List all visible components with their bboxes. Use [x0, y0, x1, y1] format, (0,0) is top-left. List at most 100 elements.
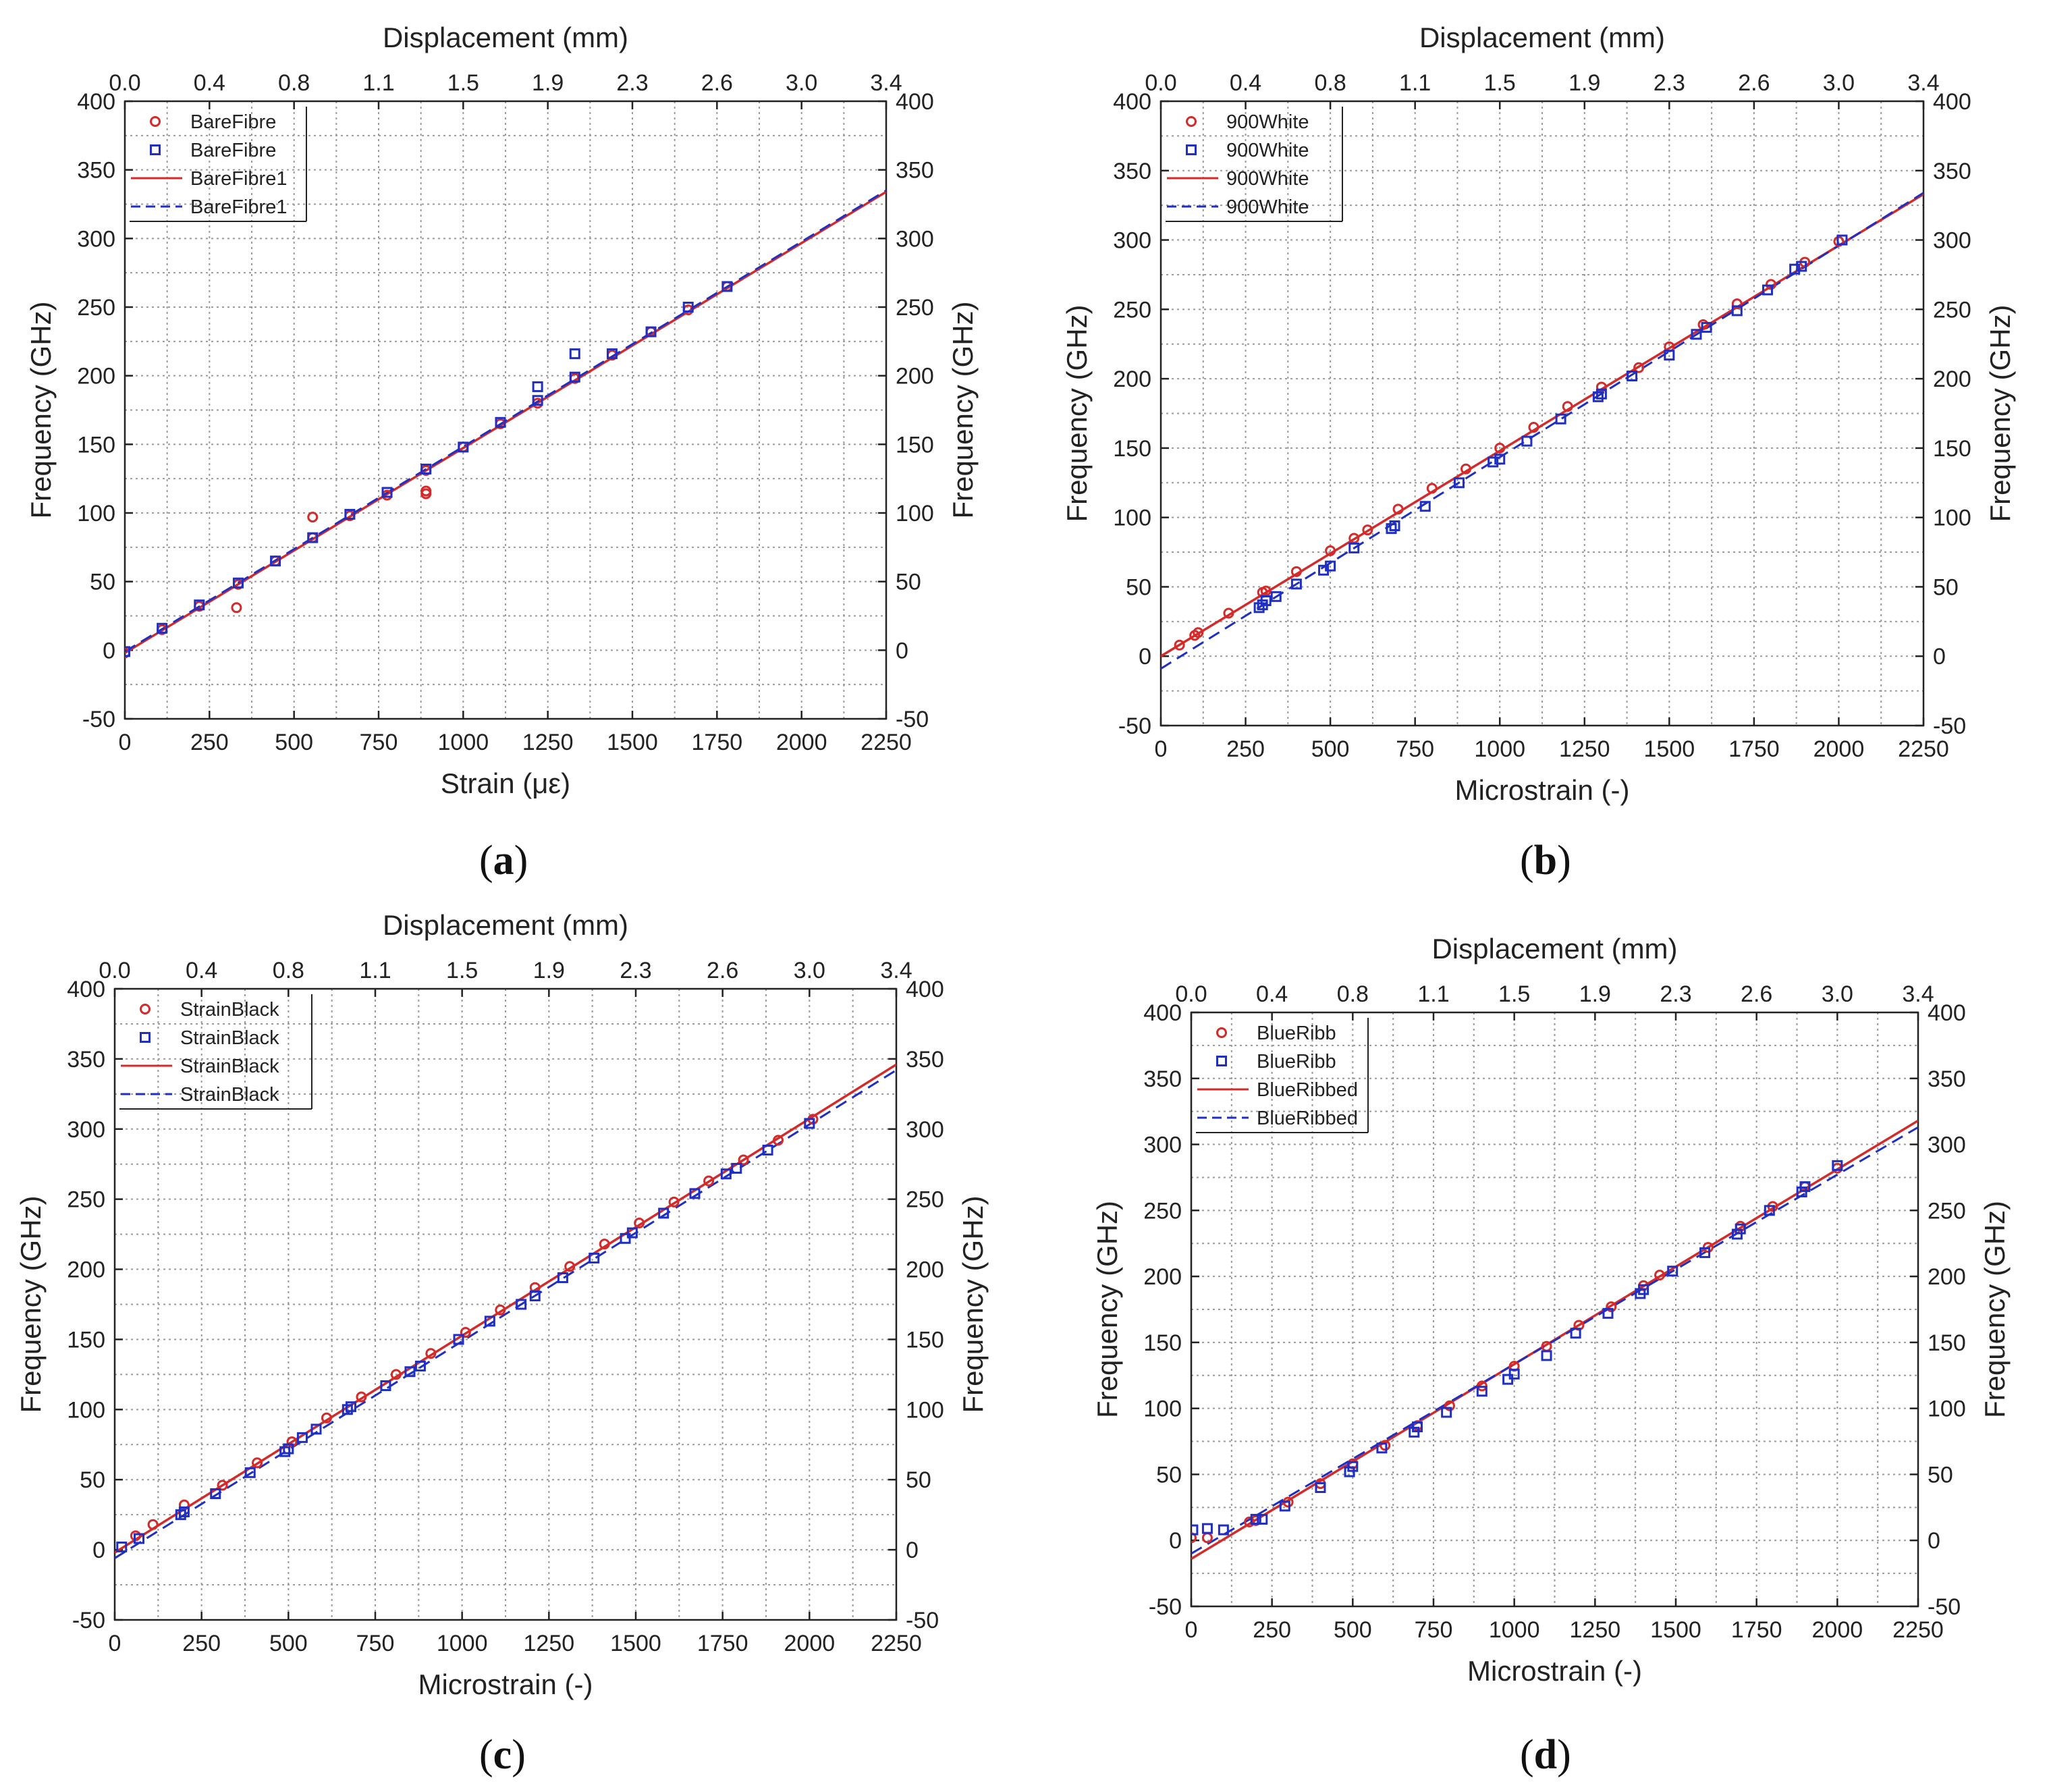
data-point-square: [1441, 1407, 1452, 1418]
series-group: [1161, 192, 1923, 670]
y2-tick-label: 0: [1928, 1528, 1940, 1554]
data-point-square: [458, 441, 469, 453]
x-tick-label: 1250: [524, 1631, 575, 1656]
legend-symbol-circle: [1186, 116, 1197, 127]
y2-tick-label: 250: [906, 1187, 944, 1213]
x-tick-label: 1000: [438, 730, 489, 755]
data-point-circle: [147, 1519, 159, 1530]
y-tick-label: 0: [1169, 1528, 1182, 1554]
data-point-square: [1731, 305, 1743, 317]
x-tick-label: 1500: [1644, 736, 1695, 762]
legend-label: 900White: [1226, 196, 1309, 218]
y-tick-label: 400: [1143, 1000, 1182, 1026]
y-tick-label: 150: [67, 1327, 105, 1353]
legend-symbol-square: [1216, 1056, 1227, 1066]
data-point-circle: [1444, 1400, 1455, 1411]
data-point-square: [532, 381, 543, 392]
top-tick-label: 3.0: [1823, 70, 1855, 96]
data-point-square: [682, 302, 694, 313]
top-tick-label: 2.3: [1654, 70, 1685, 96]
data-point-square: [1376, 1442, 1388, 1454]
top-axis-title: Displacement (mm): [1419, 22, 1665, 53]
y2-tick-label: 0: [906, 1538, 919, 1563]
top-tick-label: 1.5: [447, 70, 479, 96]
legend-label: BlueRibbed: [1257, 1079, 1358, 1101]
top-tick-label: 2.6: [1741, 981, 1772, 1007]
y-tick-label: 400: [67, 977, 105, 1002]
plot-frame: [113, 987, 898, 1621]
data-point-square: [1260, 595, 1272, 606]
x-tick-label: 750: [356, 1631, 395, 1656]
x-tick-label: 2250: [1898, 736, 1949, 762]
top-axis: 0.0 0.4 0.8 1.1 1.5 1.9 2.3 2.6 3.0 3.4 Displaceme…: [99, 909, 912, 997]
data-point-circle: [321, 1412, 332, 1423]
top-tick-label: 0.8: [1337, 981, 1369, 1007]
legend: BlueRibb BlueRibb BlueRibbed BlueRibbed: [1196, 1018, 1369, 1133]
top-tick-label: 0.0: [1145, 70, 1176, 96]
data-point-square: [529, 1291, 541, 1302]
legend-label: BlueRibb: [1257, 1023, 1336, 1044]
data-point-square: [1735, 1223, 1746, 1234]
x-tick-label: 0: [119, 730, 132, 755]
x-tick-label: 500: [269, 1631, 308, 1656]
panel-label-d: (d): [1520, 1732, 1571, 1778]
top-tick-label: 0.4: [194, 70, 225, 96]
data-point-circle: [231, 602, 242, 614]
data-point-square: [1279, 1500, 1290, 1512]
data-point-square: [589, 1252, 600, 1264]
series-group: [115, 1063, 896, 1559]
y2-tick-label: 350: [896, 158, 934, 184]
data-point-circle: [1191, 1532, 1197, 1544]
y-tick-label: 150: [77, 432, 115, 458]
data-point-square: [1796, 261, 1807, 272]
y2-tick-label: 50: [1933, 574, 1959, 600]
data-point-square: [1541, 1350, 1552, 1361]
data-point-circle: [634, 1217, 645, 1228]
top-tick-label: 2.3: [1660, 981, 1691, 1007]
data-point-square: [1476, 1386, 1488, 1397]
top-tick-label: 1.9: [1579, 981, 1611, 1007]
y-tick-label: 350: [67, 1047, 105, 1073]
x-tick-label: 1750: [1728, 736, 1780, 762]
panel-label-c: (c): [479, 1732, 526, 1778]
x-tick-label: 2250: [1892, 1617, 1944, 1643]
data-point-square: [484, 1315, 495, 1327]
data-point-square: [1832, 1160, 1843, 1171]
data-point-circle: [1174, 639, 1185, 651]
top-tick-label: 2.6: [1738, 70, 1770, 96]
y-tick-label: 150: [1113, 436, 1151, 462]
top-tick-label: 3.4: [1907, 70, 1939, 96]
data-point-circle: [1380, 1440, 1391, 1451]
y2-tick-label: 300: [896, 226, 934, 252]
y2-tick-label: 400: [1933, 89, 1971, 115]
y2-tick-label: 250: [896, 295, 934, 321]
x-tick-label: 750: [360, 730, 398, 755]
data-point-square: [1315, 1482, 1326, 1493]
data-point-square: [1701, 322, 1712, 333]
top-tick-label: 1.5: [1484, 70, 1516, 96]
y2-tick-label: 250: [1933, 297, 1971, 323]
y-tick-label: -50: [82, 707, 115, 732]
plot-frame: [124, 100, 888, 720]
data-point-circle: [420, 485, 432, 497]
data-point-square: [178, 1506, 190, 1518]
y-tick-label: 350: [1143, 1066, 1182, 1092]
data-point-square: [1627, 371, 1638, 381]
data-point-square: [1250, 1513, 1261, 1525]
legend-label: 900White: [1226, 111, 1309, 133]
data-point-square: [296, 1432, 308, 1443]
data-point-circle: [1193, 627, 1204, 639]
legend: BareFibre BareFibre BareFibre1 BareFibre1: [130, 107, 307, 222]
data-point-square: [1667, 1266, 1678, 1277]
data-point-square: [1270, 591, 1282, 602]
y2-tick-label: 0: [1933, 644, 1946, 670]
data-point-square: [1691, 329, 1702, 340]
data-point-circle: [1290, 566, 1302, 577]
y-tick-label: 100: [1113, 506, 1151, 531]
data-point-square: [1595, 388, 1607, 400]
y2-tick-label: 400: [896, 89, 934, 115]
x-tick-label: 2250: [861, 730, 912, 755]
data-point-square: [658, 1207, 670, 1219]
y-axis-title: Frequency (GHz): [1061, 304, 1093, 522]
fit-line-dashed: [1191, 1126, 1918, 1555]
